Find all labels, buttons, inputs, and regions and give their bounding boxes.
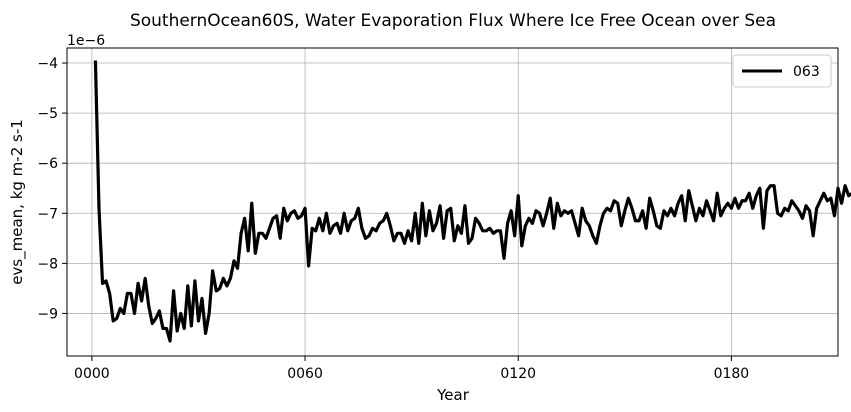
y-tick-label: −6 (37, 156, 58, 172)
plot-frame (66, 47, 839, 357)
y-tick-label: −9 (37, 306, 58, 322)
y-tick-label: −8 (37, 256, 58, 272)
series-layer (93, 60, 851, 343)
y-axis-label: evs_mean, kg m-2 s-1 (8, 119, 27, 285)
x-tick-label: 0000 (74, 366, 110, 382)
x-axis-label: Year (436, 386, 470, 404)
y-tick-label: −4 (37, 56, 58, 72)
chart-title: SouthernOcean60S, Water Evaporation Flux… (130, 11, 776, 31)
grid (67, 48, 838, 356)
x-tick-label: 0120 (500, 366, 536, 382)
y-axis-offset-label: 1e−6 (67, 33, 105, 49)
y-tick-label: −7 (37, 206, 58, 222)
series-line-063 (93, 60, 851, 343)
legend-label-063: 063 (793, 64, 820, 80)
legend: 063 (732, 54, 832, 88)
x-tick-label: 0180 (714, 366, 750, 382)
ticks: 0000 0060 0120 0180 −9 −8 −7 −6 −5 −4 (37, 56, 749, 382)
y-tick-label: −5 (37, 106, 58, 122)
x-tick-label: 0060 (287, 366, 323, 382)
